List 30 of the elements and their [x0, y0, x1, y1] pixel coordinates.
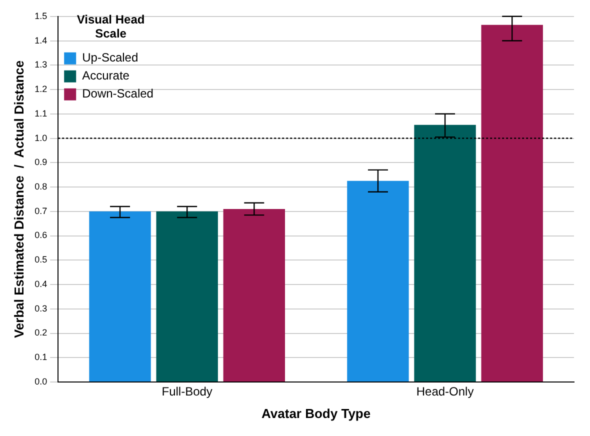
y-tick-label: 0.4 [34, 278, 48, 289]
x-tick-label: Head-Only [416, 384, 474, 399]
y-tick-label: 1.5 [34, 10, 48, 21]
y-axis-title: Verbal Estimated Distance / Actual Distance [11, 60, 26, 338]
bar [89, 211, 151, 382]
legend-label: Up-Scaled [82, 50, 138, 65]
legend-label: Down-Scaled [82, 86, 154, 101]
y-tick-label: 0.1 [34, 352, 48, 362]
x-axis-title: Avatar Body Type [262, 406, 371, 421]
legend-label: Accurate [82, 68, 130, 83]
legend-title: Visual Head Scale [76, 12, 145, 41]
y-tick-label: 0.3 [34, 303, 48, 314]
y-tick-label: 0.8 [34, 182, 48, 192]
bar [347, 180, 409, 382]
bar [156, 211, 218, 382]
x-tick-label: Full-Body [162, 384, 212, 399]
bar [414, 124, 476, 382]
y-tick-label: 1.3 [34, 60, 48, 70]
y-tick-label: 1.0 [34, 132, 48, 143]
bar [481, 24, 543, 382]
y-tick-label: 0.7 [34, 206, 48, 216]
y-tick-label: 0.2 [34, 328, 48, 338]
y-tick-label: 1.4 [34, 35, 48, 46]
bar [223, 208, 285, 382]
y-tick-label: 1.2 [34, 84, 48, 94]
y-tick-label: 0.5 [34, 254, 48, 265]
y-tick-label: 0.9 [34, 157, 48, 168]
y-tick-label: 1.1 [34, 108, 48, 118]
y-tick-label: 0.0 [34, 376, 48, 386]
y-tick-label: 0.6 [34, 230, 48, 240]
